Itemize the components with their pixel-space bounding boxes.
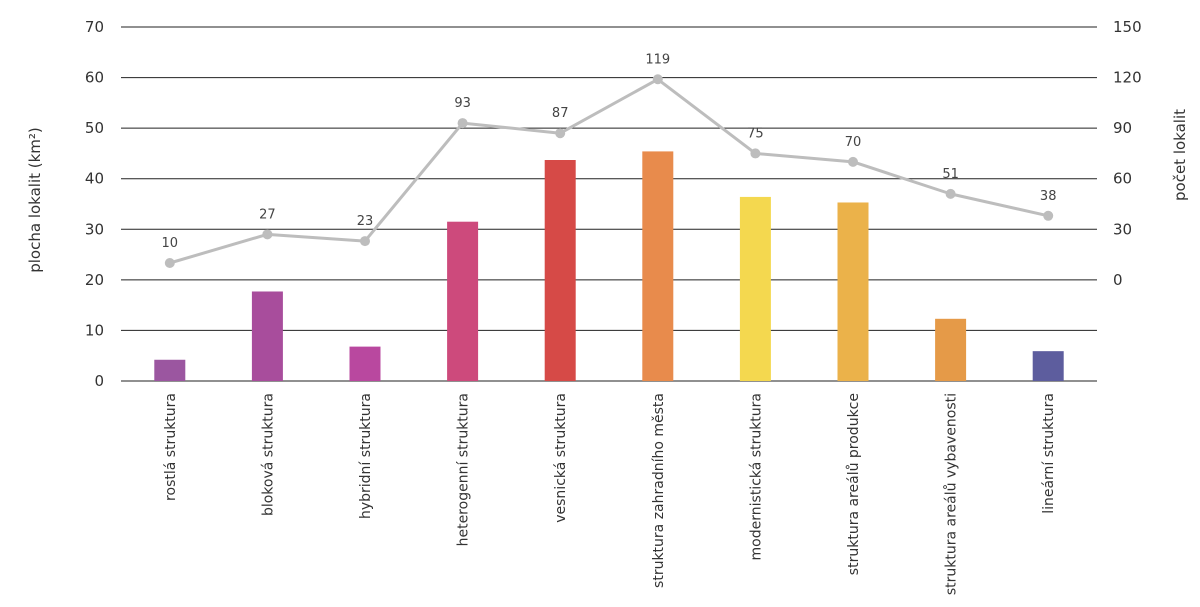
category-label: struktura areálů produkce <box>846 393 862 575</box>
line-path <box>169 77 1049 265</box>
data-label: 75 <box>747 126 764 141</box>
bar <box>935 318 967 381</box>
y-axis-title: plocha lokalit (km²) <box>26 127 44 273</box>
category-label: struktura zahradního města <box>651 393 667 588</box>
line-point <box>945 188 956 199</box>
category-label: rostlá struktura <box>163 393 179 501</box>
y2-tick-label: 150 <box>1113 18 1142 36</box>
bar <box>739 196 771 381</box>
category-labels: rostlá struktura bloková struktura hybridn… <box>163 393 1057 595</box>
category-label: bloková struktura <box>260 393 276 516</box>
y-tick-label: 60 <box>85 69 104 87</box>
category-label: vesnická struktura <box>553 393 569 523</box>
data-label: 27 <box>259 207 276 222</box>
bar <box>837 202 869 381</box>
y2-tick-label: 90 <box>1113 119 1132 137</box>
y2-axis-title: počet lokalit <box>1171 109 1189 201</box>
data-label: 23 <box>357 214 374 229</box>
data-label: 93 <box>454 96 471 111</box>
line-point <box>1043 210 1054 221</box>
bar <box>447 221 479 381</box>
category-label: lineární struktura <box>1041 393 1057 514</box>
bar <box>544 160 576 381</box>
line-series: 10 27 23 93 87 119 75 70 51 38 <box>162 52 1057 268</box>
y2-tick-label: 0 <box>1113 271 1123 289</box>
category-label: hybridní struktura <box>358 393 374 519</box>
y-tick-label: 20 <box>85 271 104 289</box>
line-point <box>750 148 761 159</box>
y-tick-label: 0 <box>94 372 104 390</box>
data-label: 87 <box>552 106 569 121</box>
data-label: 10 <box>162 236 179 251</box>
category-label: modernistická struktura <box>748 393 764 560</box>
bar <box>1032 351 1064 381</box>
bar <box>251 291 283 381</box>
y2-tick-label: 30 <box>1113 220 1132 238</box>
gridlines <box>121 26 1097 382</box>
y2-tick-label: 60 <box>1113 170 1132 188</box>
line-point <box>652 74 663 85</box>
y-tick-label: 50 <box>85 119 104 137</box>
bar <box>154 359 186 381</box>
line-point <box>848 156 858 167</box>
data-label: 51 <box>942 167 959 182</box>
y-tick-label: 70 <box>85 18 104 36</box>
category-label: heterogenní struktura <box>456 393 472 546</box>
data-label: 70 <box>845 135 862 150</box>
left-axis-ticks: 0 10 20 30 40 50 60 70 <box>85 18 104 390</box>
y-tick-label: 30 <box>85 220 104 238</box>
right-axis-ticks: 0 30 60 90 120 150 <box>1113 18 1142 289</box>
line-point <box>457 118 468 129</box>
data-label: 38 <box>1040 189 1057 204</box>
line-point <box>164 258 175 268</box>
bar <box>349 346 381 381</box>
category-label: struktura areálů vybavenosti <box>944 393 960 595</box>
y-tick-label: 40 <box>85 170 104 188</box>
y2-tick-label: 120 <box>1113 69 1142 87</box>
line-point <box>262 229 273 240</box>
bar-series <box>154 151 1064 381</box>
line-point <box>555 128 566 139</box>
line-point <box>360 236 370 247</box>
y-tick-label: 10 <box>85 321 104 339</box>
data-label: 119 <box>645 52 670 67</box>
bar <box>642 151 674 381</box>
